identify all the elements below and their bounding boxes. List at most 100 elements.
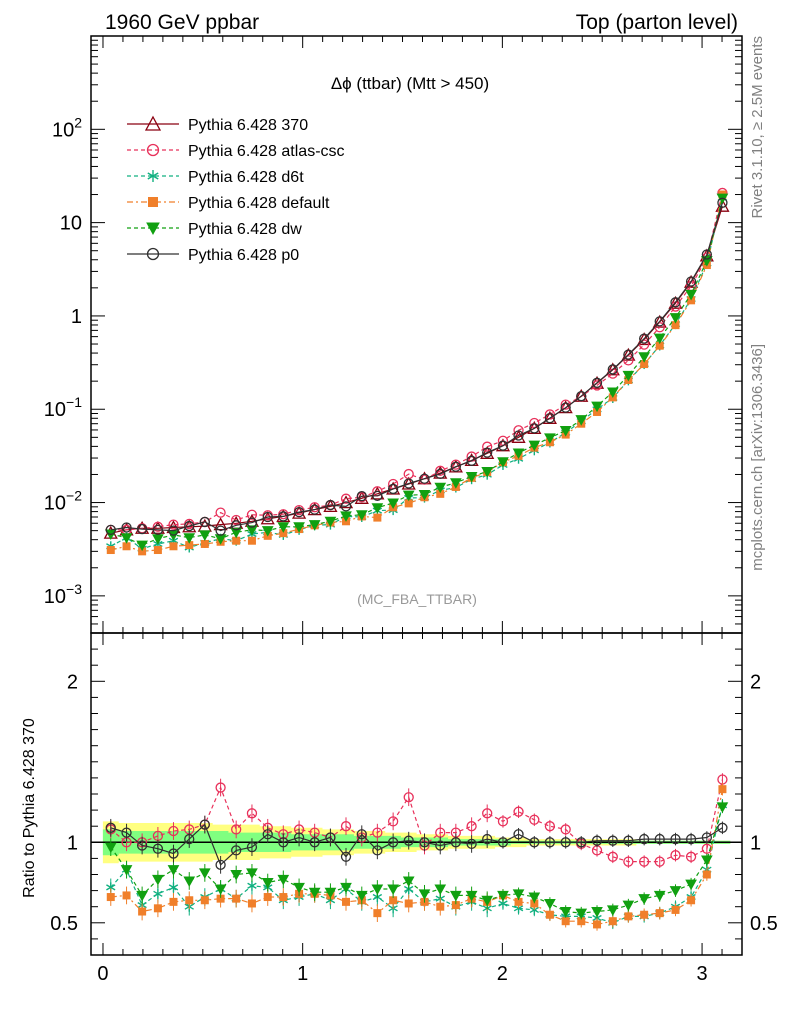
data-point xyxy=(435,465,446,476)
data-point xyxy=(387,884,399,896)
ratio-tick-label-right: 0.5 xyxy=(750,913,778,935)
data-point xyxy=(122,891,131,900)
data-point xyxy=(637,332,652,346)
data-point xyxy=(246,868,258,879)
data-point xyxy=(389,896,398,905)
data-point xyxy=(622,900,635,912)
data-point xyxy=(387,837,399,848)
data-point xyxy=(168,882,179,893)
series-2 xyxy=(106,192,728,930)
data-point xyxy=(184,520,195,532)
data-point xyxy=(231,514,242,526)
data-point xyxy=(198,530,211,541)
data-point xyxy=(199,516,210,528)
data-point xyxy=(340,511,352,522)
data-point xyxy=(717,197,728,208)
data-point xyxy=(403,792,414,803)
data-point xyxy=(232,536,241,545)
data-point xyxy=(200,539,209,548)
data-point xyxy=(246,808,258,819)
data-point xyxy=(231,520,242,531)
data-point xyxy=(639,856,650,867)
data-point xyxy=(559,426,572,437)
data-point xyxy=(370,486,385,500)
data-point xyxy=(653,890,666,902)
data-point xyxy=(373,909,382,918)
data-point xyxy=(277,874,290,886)
data-point xyxy=(466,455,477,466)
data-point xyxy=(654,833,665,845)
y-tick-label: 10−3 xyxy=(44,581,82,608)
data-point xyxy=(419,473,430,484)
data-point xyxy=(247,899,256,908)
rivet-label: Rivet 3.1.10, ≥ 2.5M events xyxy=(749,36,766,219)
ratio-tick-label-left: 2 xyxy=(67,671,78,693)
data-point xyxy=(544,821,556,832)
data-point xyxy=(325,499,336,511)
data-point xyxy=(608,917,617,926)
data-point xyxy=(466,821,477,832)
ratio-ylabel: Ratio to Pythia 6.428 370 xyxy=(21,718,38,898)
legend-item: Pythia 6.428 default xyxy=(127,195,330,212)
data-point xyxy=(106,546,115,555)
data-point xyxy=(216,894,225,903)
legend-label: Pythia 6.428 atlas-csc xyxy=(188,143,345,160)
data-point xyxy=(309,504,320,515)
header-right-label: Top (parton level) xyxy=(576,11,738,34)
data-point xyxy=(671,321,680,330)
data-point xyxy=(606,387,619,399)
data-point xyxy=(231,824,242,835)
data-point xyxy=(293,832,305,843)
x-tick-label: 0 xyxy=(97,963,108,985)
data-point xyxy=(146,143,160,157)
data-point xyxy=(148,197,158,207)
series-line xyxy=(110,192,723,531)
data-point xyxy=(356,829,367,840)
legend-label: Pythia 6.428 d6t xyxy=(188,169,304,186)
data-point xyxy=(436,902,445,911)
data-point xyxy=(497,440,509,451)
data-point xyxy=(623,355,634,366)
data-point xyxy=(152,521,164,532)
data-point xyxy=(146,247,160,261)
data-point xyxy=(513,829,524,840)
data-point xyxy=(182,519,197,533)
data-point xyxy=(577,917,586,926)
data-point xyxy=(701,832,713,843)
data-point xyxy=(104,842,117,854)
data-point xyxy=(340,493,352,504)
data-point xyxy=(152,874,164,886)
x-tick-label: 2 xyxy=(497,963,508,985)
data-point xyxy=(466,838,477,850)
data-point xyxy=(231,845,242,856)
data-point xyxy=(482,808,493,819)
data-point xyxy=(185,896,194,905)
x-tick-label: 1 xyxy=(297,963,308,985)
data-point xyxy=(638,894,650,905)
data-point xyxy=(153,888,163,899)
data-point xyxy=(450,461,461,472)
data-point xyxy=(278,837,289,848)
data-point xyxy=(575,908,588,920)
data-point xyxy=(434,482,447,494)
data-point xyxy=(591,907,603,918)
data-point xyxy=(717,822,728,833)
legend-label: Pythia 6.428 default xyxy=(188,195,330,212)
data-point xyxy=(247,536,256,545)
data-point xyxy=(685,289,697,301)
legend: Pythia 6.428 370 Pythia 6.428 atlas-csc Py… xyxy=(127,115,345,264)
data-point xyxy=(309,837,320,848)
data-point xyxy=(168,519,179,530)
data-point xyxy=(387,483,399,495)
data-point xyxy=(701,249,713,260)
y-tick-label: 10−2 xyxy=(44,488,82,515)
data-point xyxy=(246,517,258,528)
data-point xyxy=(153,546,162,555)
data-point xyxy=(624,912,633,921)
data-point xyxy=(639,333,650,344)
ratio-line xyxy=(110,806,723,914)
data-point xyxy=(308,520,321,531)
data-point xyxy=(371,503,384,514)
data-point xyxy=(655,341,664,350)
data-point xyxy=(136,890,148,902)
